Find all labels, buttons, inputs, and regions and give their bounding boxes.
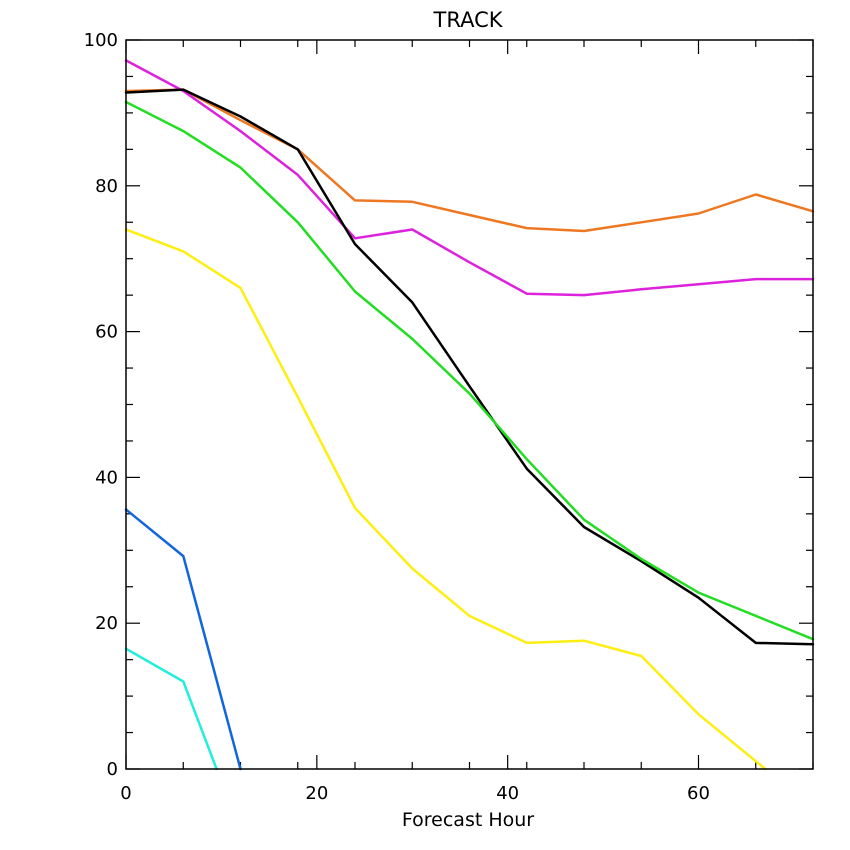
y-tick-labels: 0 20 40 60 80 100: [84, 30, 118, 780]
y-tick-label: 100: [84, 30, 118, 51]
series-lines: [124, 59, 815, 771]
y-tick-label: 40: [95, 467, 118, 488]
y-tick-label: 20: [95, 613, 118, 634]
x-tick-label: 20: [305, 783, 328, 804]
series-line-4: [124, 100, 815, 641]
series-line-5: [124, 228, 767, 771]
plot-frame: [125, 39, 814, 770]
y-tick-label: 0: [107, 759, 118, 780]
x-tick-label: 0: [120, 783, 131, 804]
y-tick-label: 60: [95, 322, 118, 343]
y-tick-label: 80: [95, 176, 118, 197]
axis-ticks: [125, 39, 814, 770]
x-tick-label: 40: [496, 783, 519, 804]
series-line-6: [124, 508, 242, 771]
series-line-1: [124, 88, 815, 233]
series-line-2: [124, 59, 815, 297]
x-tick-labels: 0 20 40 60: [120, 783, 710, 804]
x-axis-label: Forecast Hour: [402, 809, 534, 831]
chart-title: TRACK: [433, 8, 504, 32]
series-line-7: [124, 647, 218, 771]
series-line-3: [124, 88, 815, 646]
x-tick-label: 60: [687, 783, 710, 804]
